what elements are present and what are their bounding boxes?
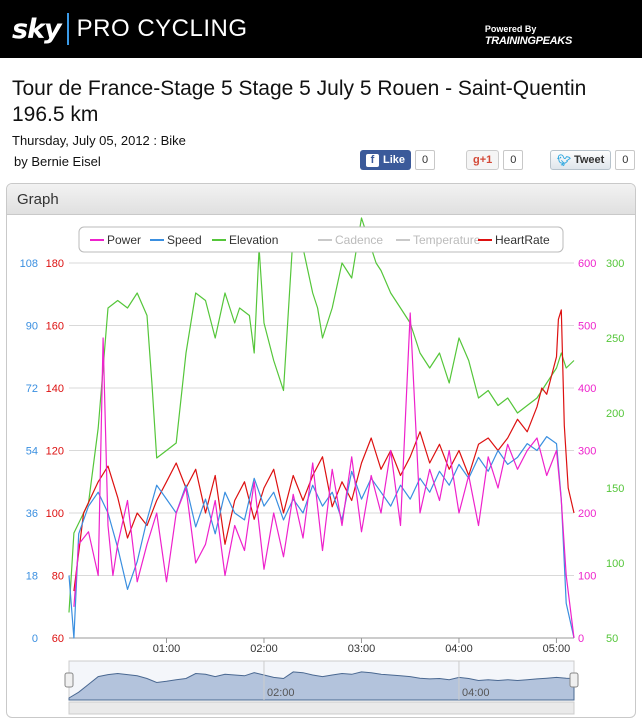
power-axis-tick-label: 400 [578,383,596,395]
navigator-scrollbar[interactable] [68,701,575,715]
legend-item-speed[interactable]: Speed [167,233,202,247]
trainingpeaks-label: TRAININGPEAKS [484,35,572,47]
google-plus-count: 0 [503,150,524,170]
google-plus-icon: g [473,154,480,166]
legend-item-elevation[interactable]: Elevation [229,233,278,247]
logo-sky-text: sky [12,13,62,45]
legend-item-power[interactable]: Power [107,233,141,247]
workout-date-line: Thursday, July 05, 2012 : Bike [12,133,186,148]
top-banner: sky PRO CYCLING Powered By TRAININGPEAKS [0,0,642,58]
navigator-area [68,671,575,701]
google-plus-widget: g +1 0 [466,150,524,170]
elevation-axis-tick-label: 150 [606,483,624,495]
speed-axis-tick-label: 0 [32,633,38,645]
elevation-axis-tick-label: 50 [606,633,618,645]
facebook-icon: f [366,153,379,167]
heartrate-axis-tick-label: 100 [46,508,64,520]
tweet-count: 0 [615,150,636,170]
elevation-axis-tick-label: 100 [606,558,624,570]
power-axis-tick-label: 0 [578,633,584,645]
speed-axis-tick-label: 108 [20,258,38,270]
speed-axis-tick-label: 90 [26,321,38,333]
x-axis-tick-label: 01:00 [153,643,181,655]
legend-item-cadence[interactable]: Cadence [335,233,383,247]
facebook-like-button[interactable]: f Like [360,150,412,170]
logo-pro-cycling-text: PRO CYCLING [76,15,248,42]
navigator-left-handle[interactable] [64,672,74,688]
legend-item-temperature[interactable]: Temperature [413,233,481,247]
google-plus-label: +1 [479,154,493,166]
navigator-tick-label: 02:00 [267,687,295,699]
powered-by-trainingpeaks-logo[interactable]: Powered By TRAININGPEAKS [485,24,572,47]
graph-panel-title: Graph [7,184,635,215]
elevation-axis-tick-label: 200 [606,408,624,420]
speed-axis-tick-label: 18 [26,571,38,583]
logo-divider [66,13,69,45]
navigator-right-handle[interactable] [569,672,579,688]
speed-axis-tick-label: 36 [26,508,38,520]
power-axis-tick-label: 100 [578,571,596,583]
x-axis-tick-label: 02:00 [250,643,278,655]
heartrate-axis-tick-label: 120 [46,446,64,458]
legend-item-heartrate[interactable]: HeartRate [495,233,550,247]
facebook-like-count: 0 [415,150,436,170]
elevation-axis-tick-label: 250 [606,333,624,345]
speed-series-line [68,436,575,639]
tweet-button[interactable]: 🐦︎ Tweet [550,150,612,170]
facebook-like-widget: f Like 0 [360,150,436,170]
elevation-axis-tick-label: 300 [606,258,624,270]
power-axis-tick-label: 300 [578,446,596,458]
workout-author: by Bernie Eisel [14,154,101,169]
google-plus-one-button[interactable]: g +1 [466,150,500,170]
elevation-series-line [68,217,575,613]
tweet-label: Tweet [573,154,605,166]
heartrate-axis-tick-label: 60 [52,633,64,645]
power-axis-tick-label: 500 [578,321,596,333]
power-axis-tick-label: 600 [578,258,596,270]
power-axis-tick-label: 200 [578,508,596,520]
powered-by-label: Powered By [484,24,537,34]
facebook-like-label: Like [383,154,406,166]
x-axis-tick-label: 04:00 [445,643,473,655]
twitter-tweet-widget: 🐦︎ Tweet 0 [550,150,636,170]
heartrate-axis-tick-label: 180 [46,258,64,270]
heartrate-axis-tick-label: 160 [46,321,64,333]
twitter-bird-icon: 🐦︎ [557,154,571,167]
x-axis-tick-label: 05:00 [543,643,571,655]
power-series-line [73,312,575,639]
navigator-tick-label: 04:00 [462,687,490,699]
heartrate-series-line [73,309,575,592]
heartrate-axis-tick-label: 140 [46,383,64,395]
workout-title: Tour de France-Stage 5 Stage 5 July 5 Ro… [12,77,587,126]
sky-pro-cycling-logo[interactable]: sky PRO CYCLING [12,10,248,48]
x-axis-tick-label: 03:00 [348,643,376,655]
speed-axis-tick-label: 72 [26,383,38,395]
heartrate-axis-tick-label: 80 [52,571,64,583]
speed-axis-tick-label: 54 [26,446,38,458]
